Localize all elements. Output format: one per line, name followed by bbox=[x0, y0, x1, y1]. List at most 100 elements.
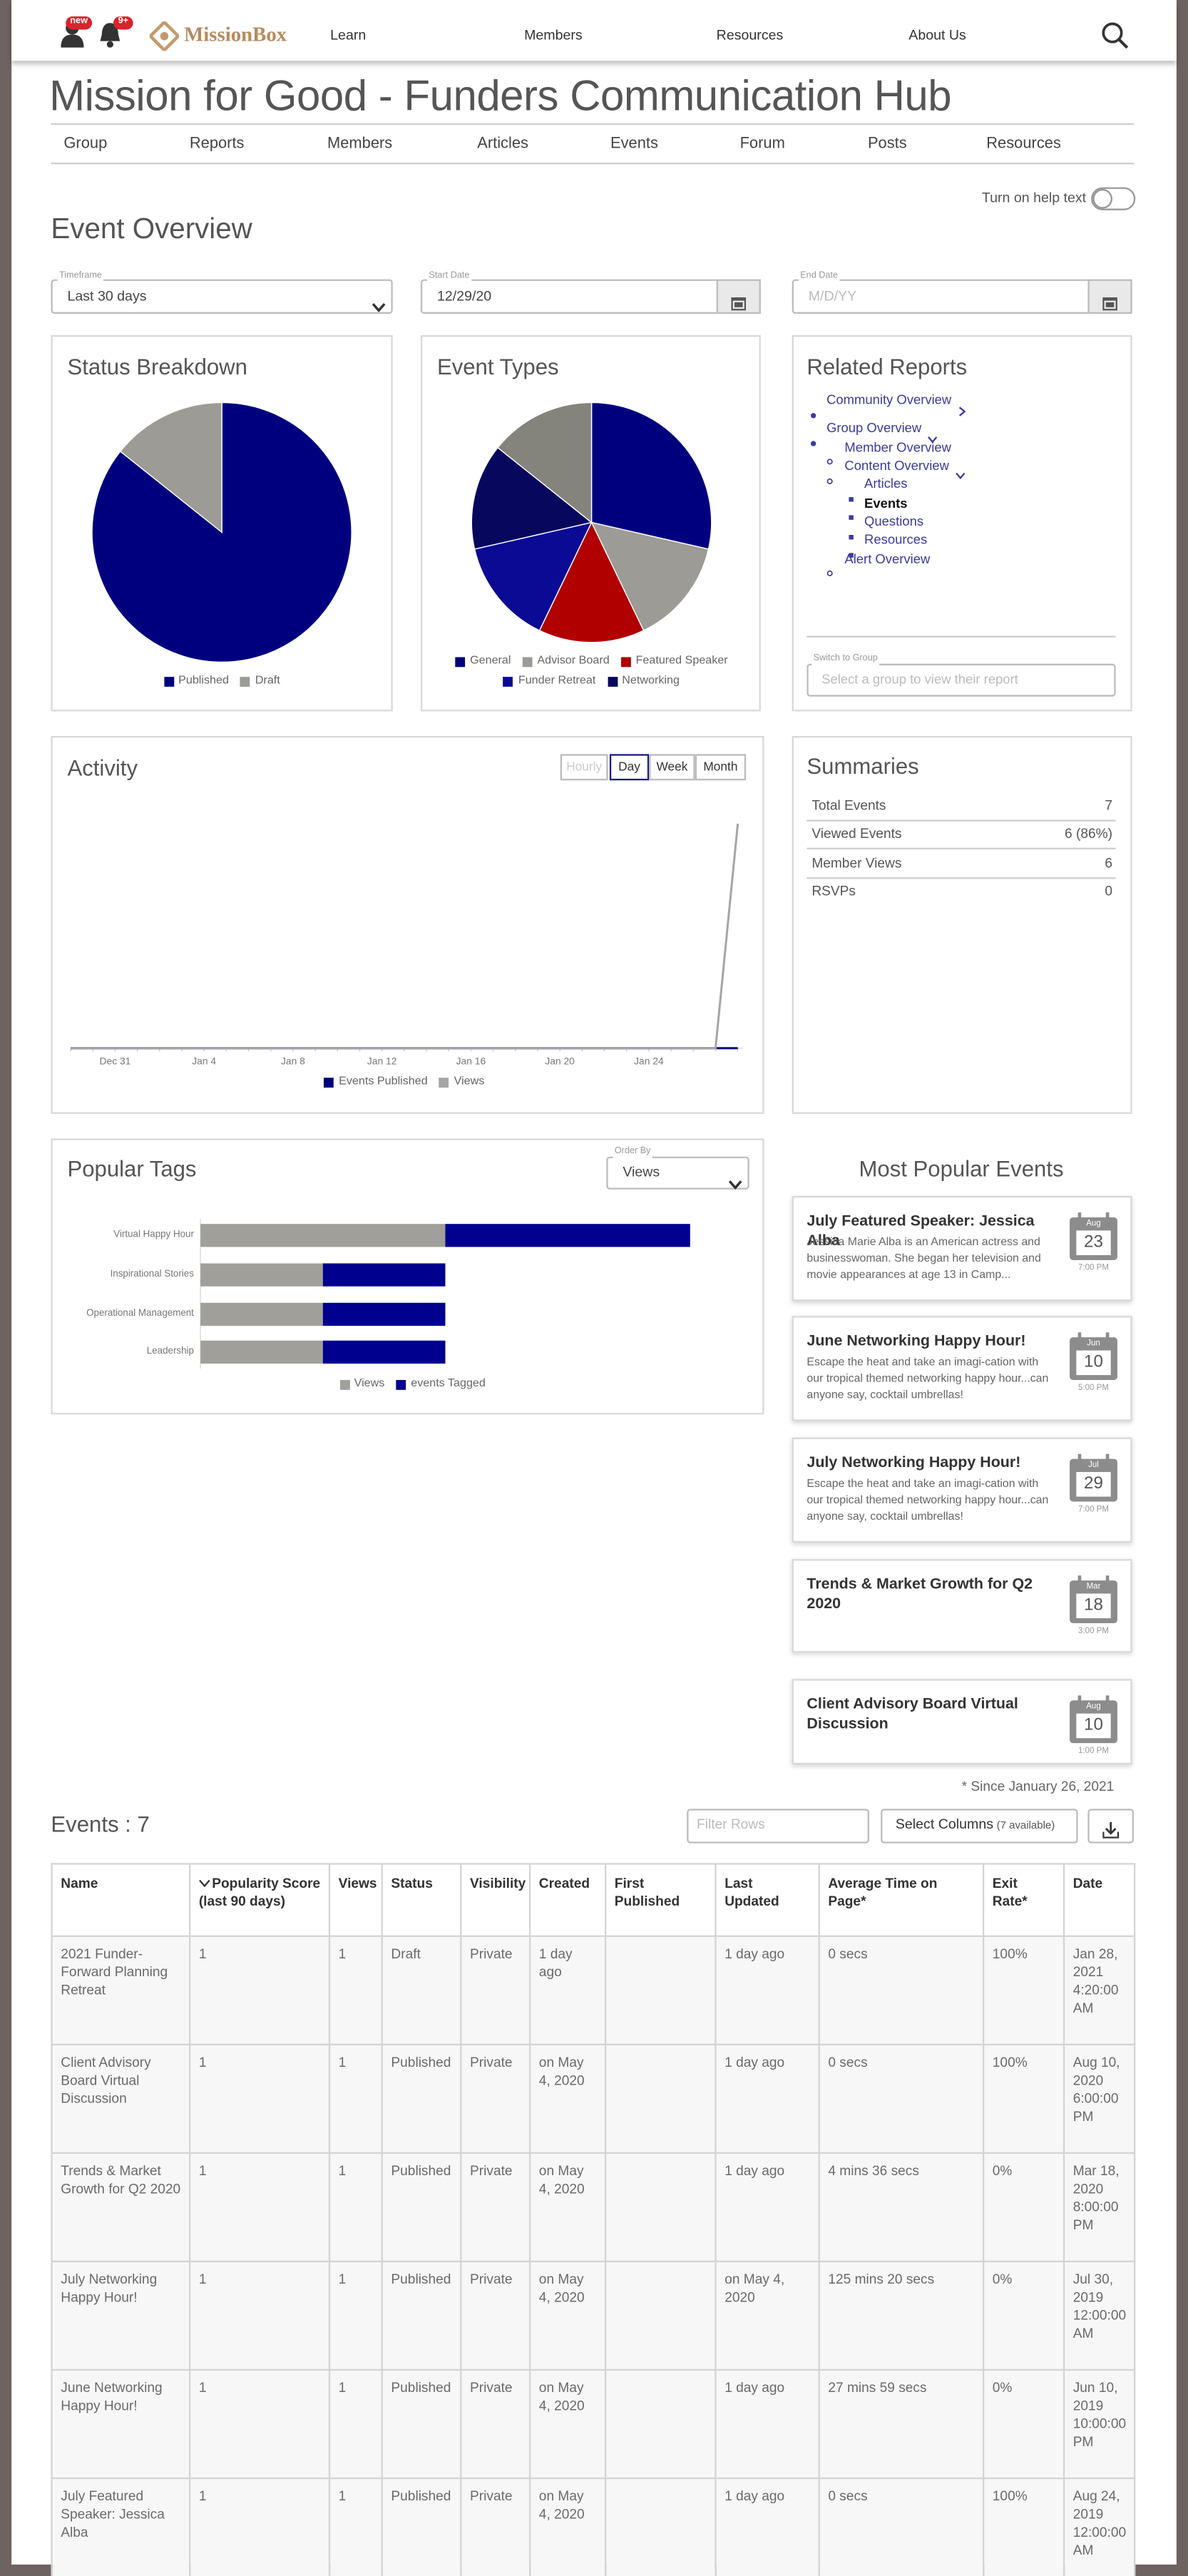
column-header-text: Exit Rate* bbox=[992, 1874, 1028, 1909]
divider bbox=[806, 819, 1116, 822]
icon-part bbox=[826, 477, 833, 484]
logo[interactable]: MissionBox bbox=[184, 23, 287, 47]
badge-text: 9+ bbox=[118, 16, 129, 27]
chevron bbox=[372, 291, 386, 313]
icon-part bbox=[955, 472, 965, 480]
table-cell: Jun 10, 2019 10:00:00 PM bbox=[1062, 2368, 1136, 2480]
legend-swatch bbox=[396, 1379, 406, 1389]
legend-label: events Tagged bbox=[411, 1378, 486, 1390]
column-header[interactable]: Views bbox=[328, 1863, 383, 1937]
column-header[interactable]: Average Time on Page* bbox=[818, 1863, 985, 1937]
table-cell: 1 bbox=[328, 2043, 383, 2155]
input-box[interactable] bbox=[792, 279, 1132, 314]
table-row[interactable]: June Networking Happy Hour! 1 1 Published Pr… bbox=[51, 2368, 1136, 2480]
table-cell: 1 bbox=[328, 2260, 383, 2371]
tab[interactable]: Events bbox=[610, 135, 658, 154]
table-row[interactable]: Trends & Market Growth for Q2 2020 1 1 Publ… bbox=[51, 2152, 1136, 2263]
column-header[interactable]: Visibility bbox=[460, 1863, 531, 1937]
chart-title: Activity bbox=[67, 755, 138, 780]
table-row[interactable]: Client Advisory Board Virtual Discussion… bbox=[51, 2043, 1136, 2155]
range-button[interactable] bbox=[649, 754, 695, 781]
icon-part bbox=[372, 303, 386, 313]
table-row[interactable]: July Featured Speaker: Jessica Alba 1 1 Pub… bbox=[51, 2477, 1136, 2576]
icon-part bbox=[927, 435, 937, 443]
page-title: Mission for Good - Funders Communication… bbox=[49, 70, 952, 120]
table-row[interactable]: 2021 Funder-Forward Planning Retreat 1 1 Dr… bbox=[51, 1935, 1136, 2045]
tab[interactable]: Reports bbox=[189, 135, 245, 154]
column-header[interactable]: Exit Rate* bbox=[982, 1863, 1065, 1937]
report-link[interactable]: Resources bbox=[864, 532, 928, 548]
input-box[interactable] bbox=[51, 279, 393, 314]
report-link[interactable]: Articles bbox=[864, 476, 908, 492]
report-link[interactable]: Community Overview bbox=[826, 393, 952, 409]
table-cell: 0 secs bbox=[818, 1935, 985, 2045]
tab[interactable]: Posts bbox=[867, 135, 907, 154]
column-header-text: Name bbox=[61, 1874, 98, 1891]
column-header[interactable]: Last Updated bbox=[715, 1863, 820, 1937]
report-link[interactable]: Events bbox=[864, 495, 908, 511]
table-cell: Draft bbox=[381, 1935, 462, 2045]
column-header-text: Status bbox=[391, 1874, 433, 1891]
summary-value: 7 bbox=[1105, 797, 1113, 814]
bullet bbox=[848, 537, 854, 558]
search-icon[interactable] bbox=[1101, 21, 1129, 49]
report-link[interactable]: Member Overview bbox=[844, 439, 951, 455]
table-cell: 1 bbox=[188, 2260, 331, 2371]
column-header[interactable]: Popularity Score (last 90 days) bbox=[188, 1863, 331, 1937]
nav-link[interactable]: Members bbox=[524, 26, 583, 44]
calendar-month: Mar bbox=[1086, 1581, 1101, 1592]
legend-label: Networking bbox=[622, 675, 680, 687]
group-select[interactable] bbox=[806, 663, 1116, 697]
tab[interactable]: Members bbox=[327, 135, 393, 154]
table-cell: 1 day ago bbox=[715, 2152, 820, 2263]
calendar-month: Jul bbox=[1088, 1459, 1099, 1470]
order-select[interactable] bbox=[606, 1156, 749, 1190]
input-box[interactable] bbox=[420, 279, 761, 314]
nav-link[interactable]: About Us bbox=[908, 26, 966, 44]
report-link[interactable]: Alert Overview bbox=[844, 551, 931, 566]
report-link[interactable]: Group Overview bbox=[826, 421, 922, 436]
range-button[interactable] bbox=[695, 754, 747, 781]
icon-part bbox=[849, 533, 854, 539]
table-cell bbox=[604, 2152, 717, 2263]
field-label: Order By bbox=[613, 1147, 652, 1160]
tab[interactable]: Group bbox=[63, 135, 108, 154]
legend-label: Featured Speaker bbox=[635, 655, 728, 668]
range-button[interactable] bbox=[609, 754, 650, 781]
summary-value: 6 (86%) bbox=[1065, 825, 1113, 842]
select-columns-button[interactable] bbox=[881, 1809, 1078, 1844]
calendar-ring bbox=[1105, 1575, 1110, 1585]
icon-part bbox=[1102, 22, 1123, 44]
nav-link[interactable]: Learn bbox=[330, 26, 367, 44]
placeholder: Filter Rows bbox=[697, 1815, 765, 1832]
tab[interactable]: Articles bbox=[477, 135, 529, 154]
report-link[interactable]: Content Overview bbox=[844, 458, 949, 474]
calendar-ring bbox=[1077, 1332, 1082, 1343]
calendar-day-box bbox=[1076, 1472, 1111, 1497]
event-time: 3:00 PM bbox=[1078, 1625, 1109, 1636]
bullet bbox=[810, 426, 816, 446]
report-link[interactable]: Questions bbox=[864, 513, 924, 529]
chart-title: Event Types bbox=[436, 354, 559, 379]
event-card[interactable] bbox=[792, 1679, 1132, 1765]
legend-item: Published bbox=[163, 673, 229, 688]
event-card[interactable] bbox=[792, 1559, 1132, 1653]
column-header[interactable]: Name bbox=[51, 1863, 191, 1937]
column-header[interactable]: First Published bbox=[604, 1863, 717, 1937]
nav-link[interactable]: Resources bbox=[716, 26, 784, 44]
column-header[interactable]: Status bbox=[381, 1863, 462, 1937]
column-header[interactable]: Date bbox=[1062, 1863, 1136, 1937]
table-cell: Published bbox=[381, 2477, 462, 2576]
tab[interactable]: Resources bbox=[986, 135, 1061, 154]
table-row[interactable]: July Networking Happy Hour! 1 1 Published Pr… bbox=[51, 2260, 1136, 2371]
table-cell: Mar 18, 2020 8:00:00 PM bbox=[1062, 2152, 1136, 2263]
field-value: M/D/YY bbox=[808, 287, 857, 305]
range-label: Month bbox=[703, 758, 738, 774]
filter-input[interactable] bbox=[687, 1809, 869, 1844]
event-title: June Networking Happy Hour! bbox=[806, 1332, 1026, 1349]
badge-text: new bbox=[70, 16, 88, 27]
column-header[interactable]: Created bbox=[528, 1863, 607, 1937]
x-tick-label: Jan 20 bbox=[545, 1058, 575, 1068]
calendar-day-box bbox=[1076, 1350, 1111, 1376]
tab[interactable]: Forum bbox=[739, 135, 785, 154]
